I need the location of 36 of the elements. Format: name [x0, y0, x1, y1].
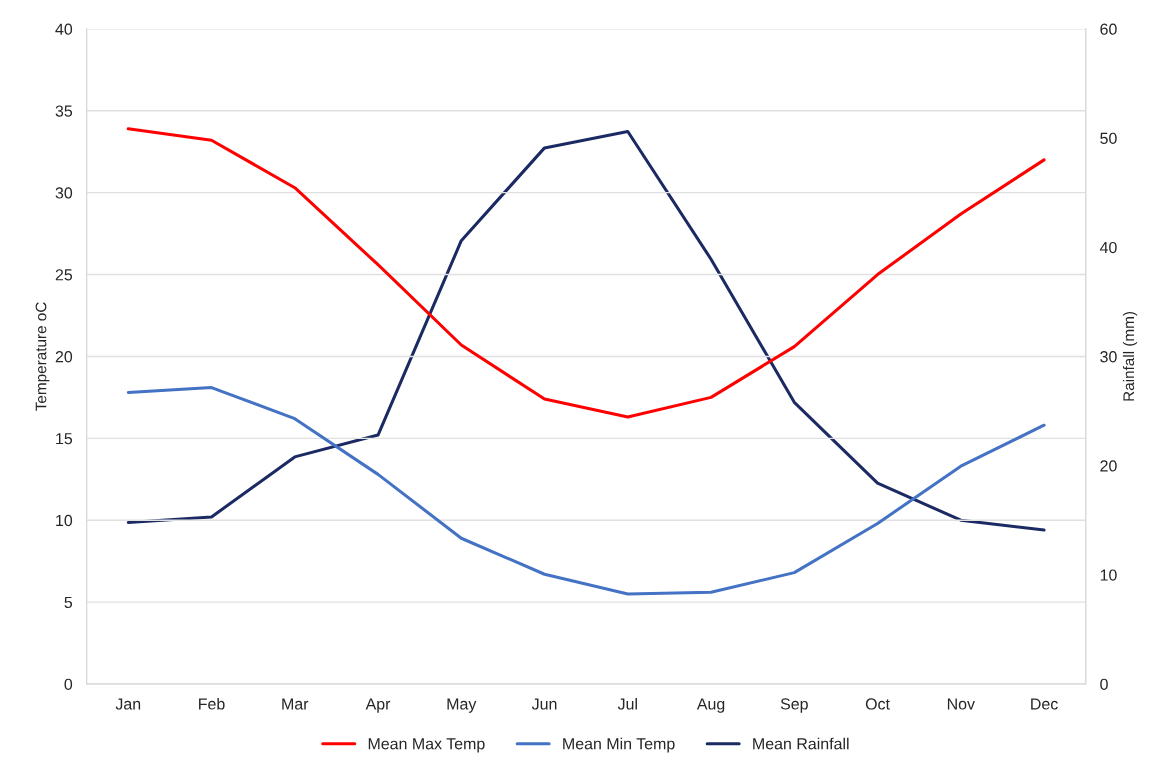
- y2-tick-label: 40: [1099, 241, 1117, 254]
- y-tick-label: 40: [55, 23, 73, 35]
- y2-tick-label: 20: [1100, 460, 1117, 472]
- x-tick-label: Oct: [865, 698, 890, 710]
- legend-label: Mean Min Temp: [563, 737, 675, 753]
- y-tick-label: 20: [55, 351, 73, 363]
- legend-label: Mean Max Temp: [368, 738, 485, 753]
- x-tick-label: Feb: [199, 697, 225, 710]
- y-axis-title: Temperature oC: [35, 302, 50, 411]
- x-tick-label: May: [447, 698, 477, 713]
- y2-tick-label: 60: [1100, 23, 1117, 35]
- x-tick-label: Mar: [282, 698, 309, 710]
- y-tick-label: 5: [64, 596, 73, 609]
- y2-tick-label: 30: [1100, 351, 1117, 363]
- y-tick-label: 30: [55, 187, 73, 199]
- y-tick-label: 35: [55, 105, 73, 117]
- x-tick-label: Nov: [947, 698, 975, 710]
- y2-tick-label: 10: [1100, 569, 1117, 581]
- y-tick-label: 25: [55, 269, 73, 281]
- x-tick-label: Aug: [696, 698, 725, 713]
- x-tick-label: Jul: [617, 697, 637, 710]
- line-series: [126, 129, 1046, 532]
- y2-tick-label: 50: [1100, 132, 1117, 145]
- x-tick-label: Jan: [115, 698, 141, 710]
- x-tick-label: Apr: [365, 698, 391, 713]
- y-tick-label: 15: [56, 433, 73, 445]
- line-series: [126, 386, 1046, 596]
- x-tick-label: Sep: [780, 698, 808, 713]
- y-tick-label: 0: [64, 678, 73, 690]
- x-tick-label: Jun: [531, 698, 557, 710]
- line-series: [126, 127, 1046, 419]
- y2-axis-title: Rainfall (mm): [1122, 311, 1138, 401]
- y2-tick-label: 0: [1100, 678, 1108, 690]
- legend-label: Mean Rainfall: [753, 737, 849, 750]
- y-tick-label: 10: [56, 514, 73, 527]
- x-tick-label: Dec: [1031, 698, 1058, 710]
